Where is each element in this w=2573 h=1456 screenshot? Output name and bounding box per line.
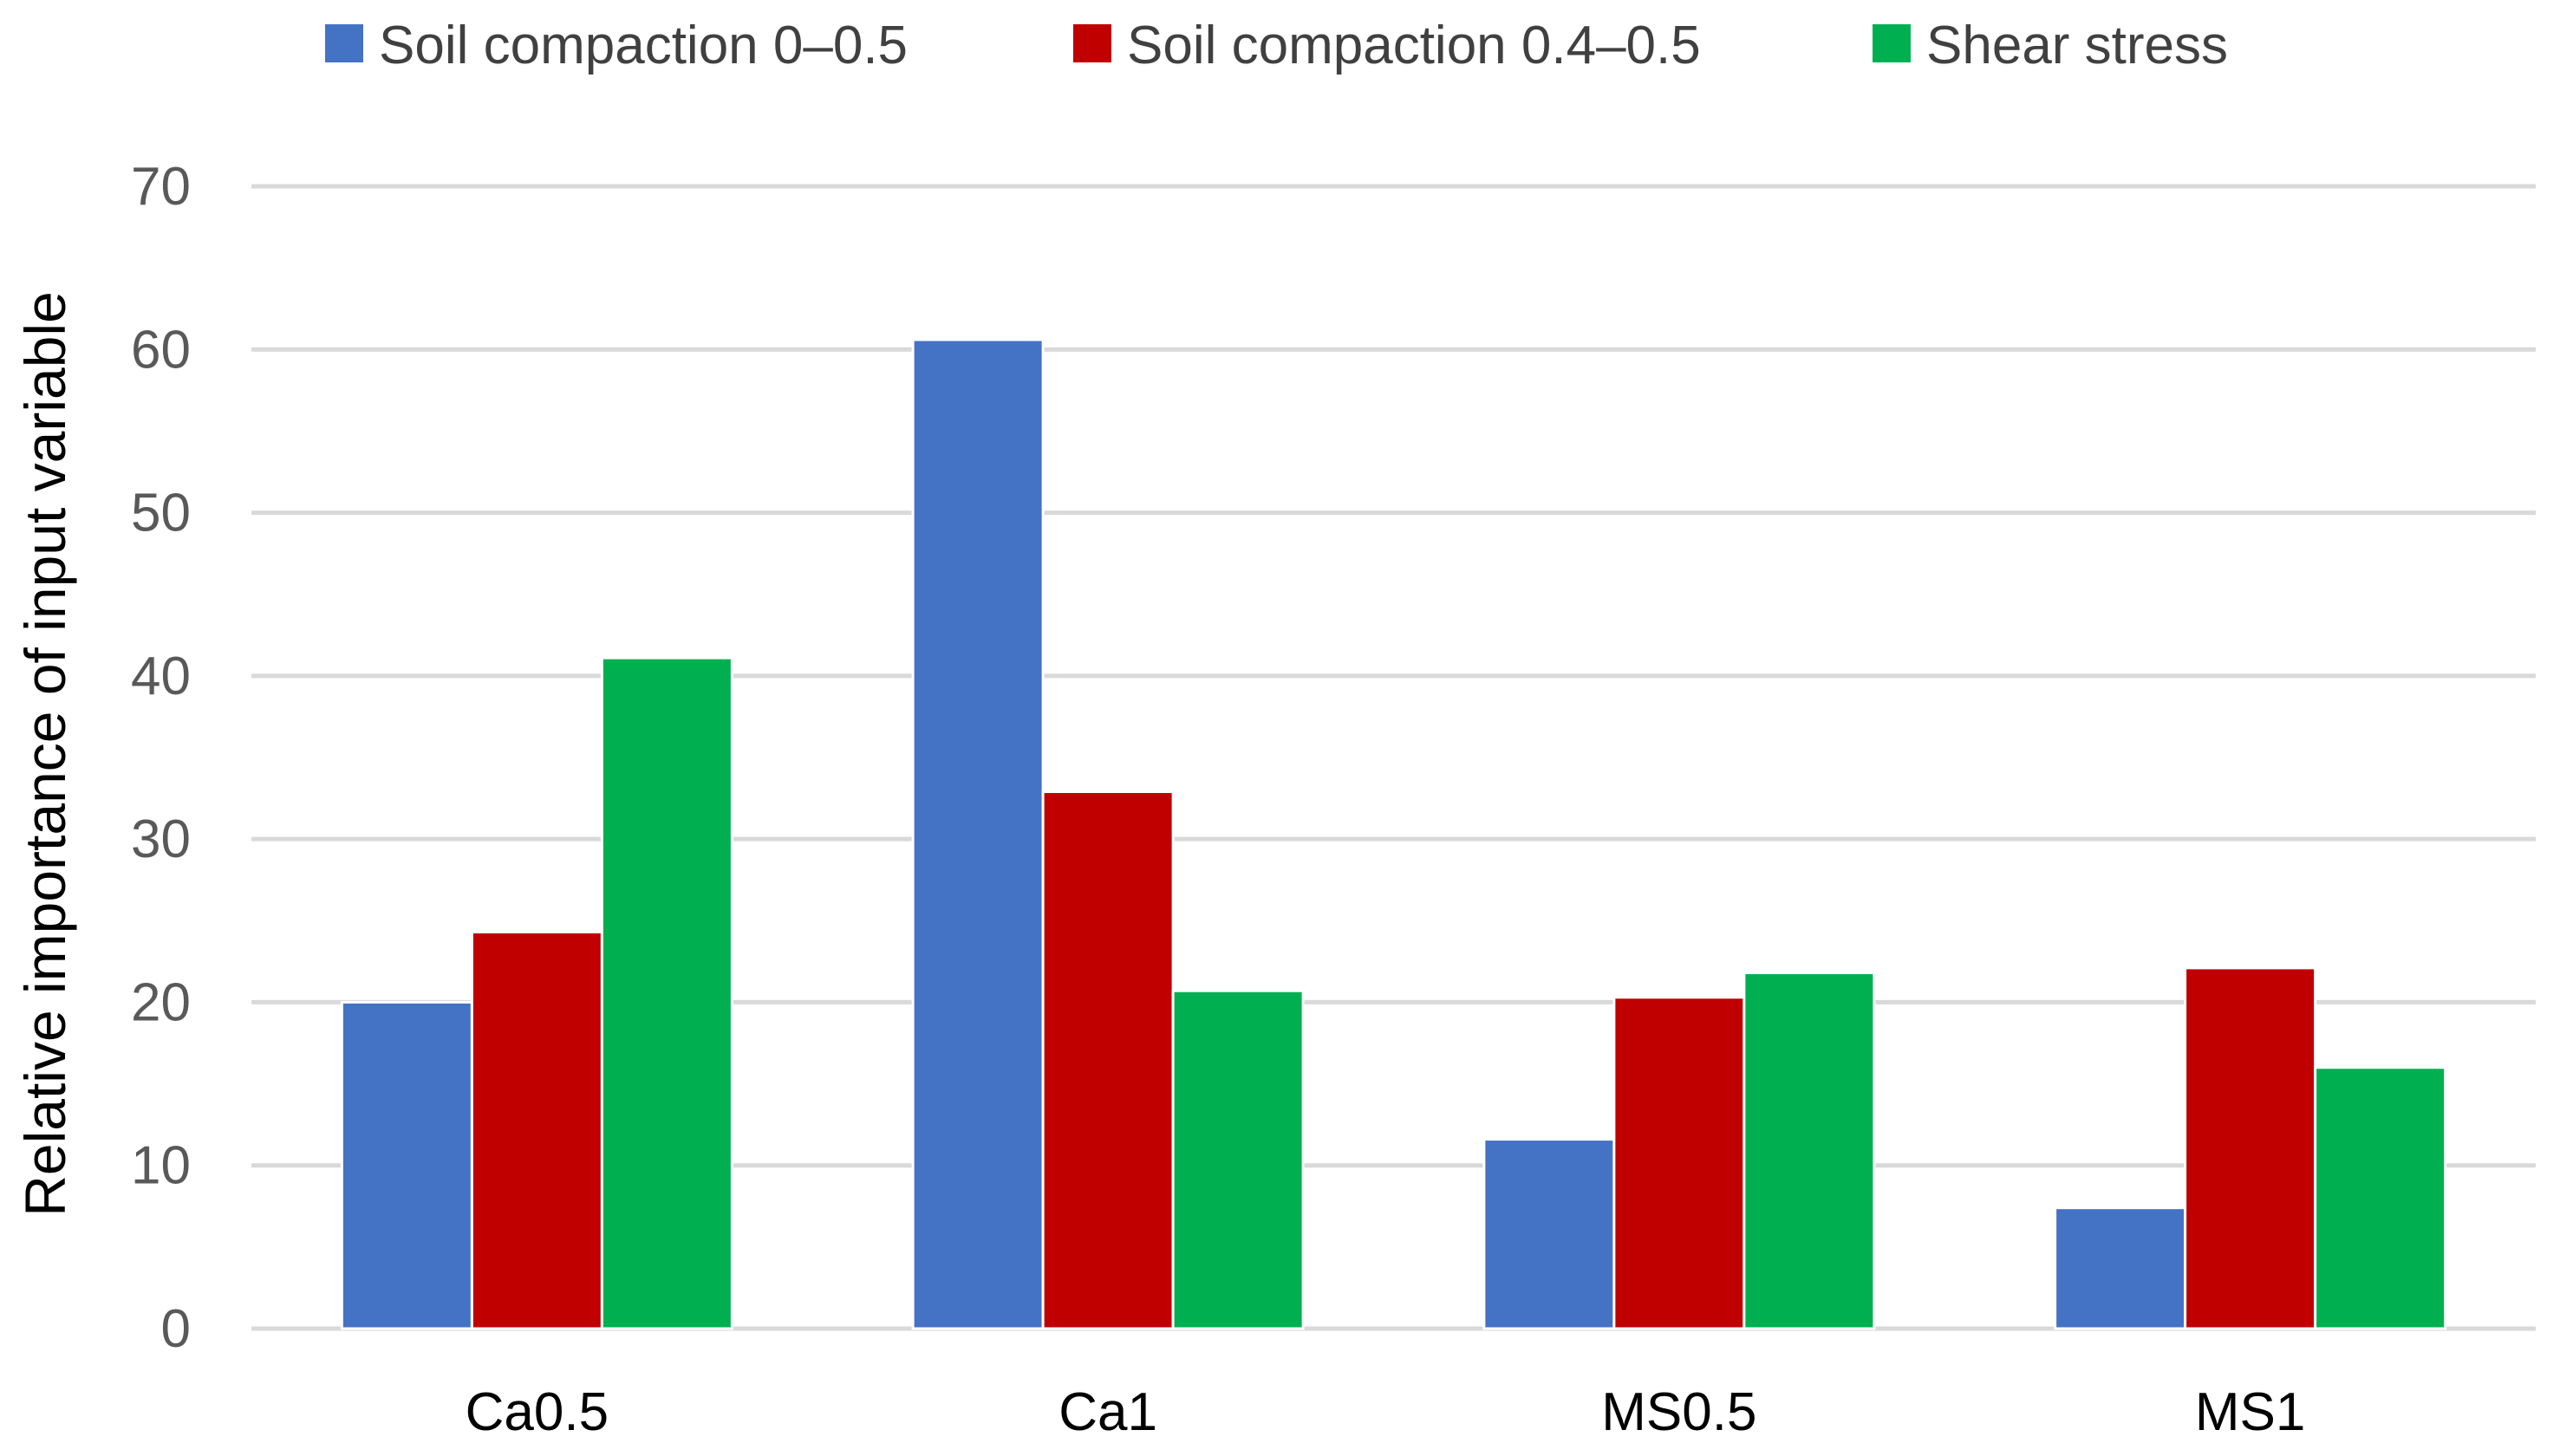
x-category-label: MS0.5 xyxy=(1601,1382,1756,1442)
bar-ca0-5-series-3 xyxy=(600,656,733,1330)
y-tick-label: 20 xyxy=(131,972,191,1032)
x-category-label: Ca1 xyxy=(1059,1382,1157,1442)
bar-ms0-5-series-2 xyxy=(1612,996,1746,1330)
y-tick-label: 30 xyxy=(131,809,191,869)
legend-label-series-3: Shear stress xyxy=(1926,16,2228,75)
y-tick-label: 50 xyxy=(131,484,191,543)
legend-swatch-series-1 xyxy=(325,24,363,62)
legend-label-series-1: Soil compaction 0–0.5 xyxy=(379,16,908,75)
legend: Soil compaction 0–0.5 Soil compaction 0.4… xyxy=(325,16,2228,75)
y-axis-label: Relative importance of input variable xyxy=(13,291,77,1217)
x-axis-categories: Ca0.5 Ca1 MS0.5 MS1 xyxy=(466,1382,2306,1442)
legend-swatch-series-2 xyxy=(1073,24,1111,62)
bars xyxy=(340,338,2447,1330)
bar-ca1-series-2 xyxy=(1041,790,1175,1330)
y-tick-label: 60 xyxy=(131,320,191,380)
y-tick-label: 0 xyxy=(161,1299,191,1359)
legend-swatch-series-3 xyxy=(1873,24,1911,62)
legend-label-series-2: Soil compaction 0.4–0.5 xyxy=(1127,16,1701,75)
bar-ms0-5-series-1 xyxy=(1482,1138,1616,1330)
bar-ca0-5-series-1 xyxy=(340,1000,473,1330)
x-category-label: MS1 xyxy=(2195,1382,2305,1442)
x-category-label: Ca0.5 xyxy=(466,1382,609,1442)
bar-ms1-series-2 xyxy=(2184,966,2317,1330)
bar-ms1-series-1 xyxy=(2054,1206,2187,1330)
y-tick-label: 10 xyxy=(131,1136,191,1196)
bar-ca1-series-1 xyxy=(911,338,1045,1330)
bar-ca1-series-3 xyxy=(1171,989,1305,1330)
y-tick-label: 70 xyxy=(131,157,191,217)
bar-ms1-series-3 xyxy=(2314,1066,2447,1330)
bar-ms0-5-series-3 xyxy=(1742,972,1876,1330)
bar-ca0-5-series-2 xyxy=(470,930,603,1330)
y-axis-ticks: 0 10 20 30 40 50 60 70 xyxy=(131,157,191,1359)
y-tick-label: 40 xyxy=(131,647,191,706)
